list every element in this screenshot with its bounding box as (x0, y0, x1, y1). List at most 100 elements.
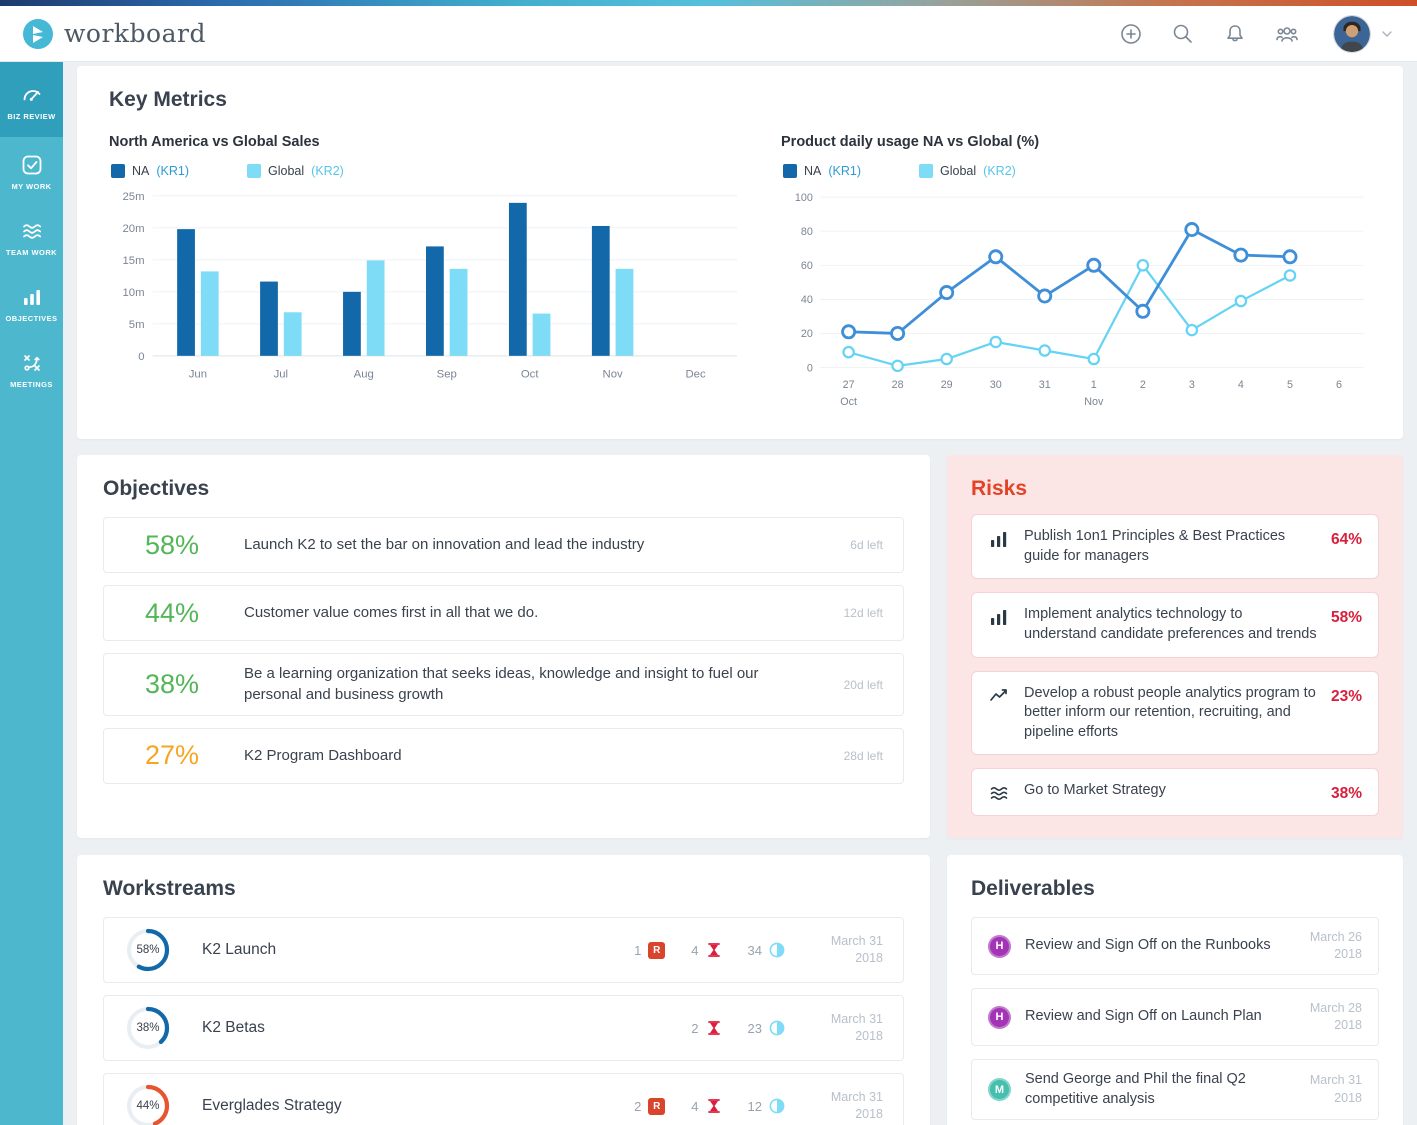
overdue-count-badge: 2 (691, 1020, 721, 1036)
svg-text:Jun: Jun (189, 369, 207, 381)
deliverable-title: Send George and Phil the final Q2 compet… (1025, 1071, 1246, 1107)
objective-row[interactable]: 38% Be a learning organization that seek… (103, 653, 904, 716)
people-icon[interactable] (1275, 22, 1299, 46)
hourglass-icon (706, 942, 722, 958)
progress-ring: 58% (124, 926, 172, 974)
svg-text:30: 30 (990, 379, 1002, 391)
in-progress-count-badge: 34 (748, 942, 785, 958)
app-title: workboard (64, 19, 206, 48)
add-icon[interactable] (1119, 22, 1143, 46)
sidebar-item-label: OBJECTIVES (5, 314, 58, 323)
svg-text:0: 0 (807, 362, 813, 374)
svg-text:29: 29 (941, 379, 953, 391)
strategy-icon (20, 351, 44, 375)
risk-row[interactable]: Go to Market Strategy 38% (971, 768, 1379, 817)
objective-percent: 38% (144, 669, 200, 699)
svg-text:2: 2 (1140, 379, 1146, 391)
workstream-row[interactable]: 44% Everglades Strategy 2 R 4 12 March (103, 1073, 904, 1125)
hourglass-icon (706, 1020, 722, 1036)
objective-percent: 58% (144, 529, 200, 560)
deliverables-card: Deliverables H Review and Sign Off on th… (947, 855, 1403, 1125)
check-square-icon (20, 153, 44, 177)
risk-title: Implement analytics technology to unders… (1024, 606, 1317, 642)
in-progress-count-badge: 12 (748, 1098, 785, 1114)
deliverable-due-date: March 31 2018 (1309, 1073, 1362, 1105)
svg-text:28: 28 (892, 379, 904, 391)
progress-percent: 38% (136, 1022, 160, 1035)
legend-item-na: NA (KR1) (783, 164, 861, 178)
deliverable-row[interactable]: M Send George and Phil the final Q2 comp… (971, 1059, 1379, 1121)
svg-text:5: 5 (1287, 379, 1293, 391)
deliverable-row[interactable]: H Review and Sign Off on Launch Plan Mar… (971, 988, 1379, 1047)
chevron-down-icon (1379, 26, 1395, 42)
bar-chart-svg: 0 5m 10m 15m 20m 25m Jun Jul Aug Sep Oct Nov Dec (122, 191, 738, 381)
risk-row[interactable]: Develop a robust people analytics progra… (971, 670, 1379, 756)
risk-row[interactable]: Publish 1on1 Principles & Best Practices… (971, 514, 1379, 580)
svg-text:Dec: Dec (685, 369, 706, 381)
svg-text:27: 27 (843, 379, 855, 391)
workstream-name: K2 Betas (202, 1019, 265, 1037)
user-menu[interactable] (1333, 14, 1395, 53)
deliverable-row[interactable]: H Review and Sign Off on the Runbooks Ma… (971, 917, 1379, 976)
brand-gradient-bar (0, 0, 1417, 6)
gauge-icon (20, 83, 44, 107)
risk-flag-icon: R (648, 941, 666, 959)
objective-percent: 44% (144, 597, 200, 628)
svg-text:25m: 25m (122, 191, 144, 203)
svg-text:Jul: Jul (274, 369, 289, 381)
legend-swatch (247, 164, 262, 178)
sidebar-item-label: MY WORK (11, 182, 52, 191)
sidebar-item-team-work[interactable]: TEAM WORK (0, 203, 63, 269)
objectives-title: Objectives (103, 477, 210, 501)
deliverable-title: Review and Sign Off on the Runbooks (1025, 937, 1271, 954)
risk-title: Publish 1on1 Principles & Best Practices… (1024, 528, 1286, 564)
progress-ring: 38% (124, 1004, 172, 1052)
risk-row[interactable]: Implement analytics technology to unders… (971, 592, 1379, 658)
svg-text:40: 40 (801, 294, 813, 306)
workstream-row[interactable]: 58% K2 Launch 1 R 4 34 March 31 2018 (103, 917, 904, 984)
key-metrics-title: Key Metrics (109, 88, 227, 111)
objective-row[interactable]: 44% Customer value comes first in all th… (103, 585, 904, 642)
objective-days-left: 6d left (850, 538, 883, 553)
sidebar-item-biz-review[interactable]: BIZ REVIEW (0, 62, 63, 137)
svg-text:Nov: Nov (1084, 396, 1104, 408)
sidebar-item-my-work[interactable]: MY WORK (0, 137, 63, 203)
bar-chart-icon (20, 285, 44, 309)
sidebar: BIZ REVIEW MY WORK TEAM WORK OBJECTIVES … (0, 62, 63, 1125)
svg-text:Nov: Nov (603, 369, 624, 381)
sidebar-item-objectives[interactable]: OBJECTIVES (0, 269, 63, 335)
owner-initial-badge: H (988, 1005, 1011, 1029)
line-chart-svg: 0 20 40 60 80 100 27 28 29 30 31 1 2 3 4 5 6 Oct Nov (795, 192, 1364, 408)
svg-text:Aug: Aug (354, 369, 374, 381)
objective-row[interactable]: 27% K2 Program Dashboard 28d left (103, 727, 904, 784)
svg-text:31: 31 (1039, 379, 1051, 391)
objective-title: Customer value comes first in all that w… (244, 604, 539, 622)
svg-text:5m: 5m (129, 319, 145, 331)
app-header: workboard (0, 6, 1417, 62)
objectives-card: Objectives 58% Launch K2 to set the bar … (77, 455, 930, 839)
line-chart-legend: NA (KR1) Global (KR2) (783, 164, 1371, 178)
deliverable-due-date: March 26 2018 (1309, 929, 1362, 962)
objective-row[interactable]: 58% Launch K2 to set the bar on innovati… (103, 517, 904, 574)
objective-title: K2 Program Dashboard (244, 746, 402, 764)
in-progress-count-badge: 23 (748, 1020, 785, 1036)
search-icon[interactable] (1171, 22, 1195, 46)
risk-title: Develop a robust people analytics progra… (1024, 684, 1316, 740)
workstreams-card: Workstreams 58% K2 Launch 1 R 4 (77, 855, 930, 1125)
workboard-logo[interactable]: workboard (22, 18, 206, 50)
svg-text:4: 4 (1238, 379, 1244, 391)
workboard-logo-icon (22, 18, 54, 50)
legend-item-global: Global (KR2) (247, 164, 344, 178)
bar-chart-icon (988, 607, 1010, 627)
notifications-bell-icon[interactable] (1223, 22, 1247, 46)
svg-text:Oct: Oct (521, 369, 539, 381)
usage-line-chart: Product daily usage NA vs Global (%) NA … (781, 134, 1371, 421)
workstream-row[interactable]: 38% K2 Betas 2 23 March 31 2018 (103, 995, 904, 1062)
deliverable-due-date: March 28 2018 (1309, 1000, 1362, 1033)
svg-text:6: 6 (1336, 379, 1342, 391)
deliverable-title: Review and Sign Off on Launch Plan (1025, 1008, 1262, 1025)
risk-count-badge: 1 R (634, 941, 666, 959)
sidebar-item-meetings[interactable]: MEETINGS (0, 335, 63, 401)
waves-icon (20, 219, 44, 243)
risk-flag-icon: R (648, 1097, 666, 1115)
